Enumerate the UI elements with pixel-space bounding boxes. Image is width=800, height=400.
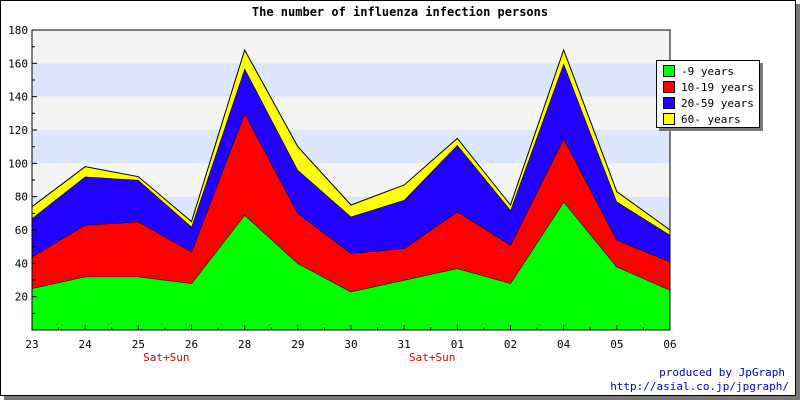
legend-item: 20-59 years: [663, 95, 759, 111]
credit-line-1: produced by JpGraph: [659, 366, 785, 379]
legend-item: 60- years: [663, 111, 759, 127]
x-tick-label: 05: [610, 338, 623, 351]
legend: -9 years 10-19 years 20-59 years 60- years: [656, 60, 760, 128]
x-tick-label: 23: [25, 338, 38, 351]
legend-item: 10-19 years: [663, 79, 759, 95]
y-tick-label: 20: [15, 291, 28, 304]
area-series-3: [32, 63, 670, 262]
x-tick-label: 24: [79, 338, 93, 351]
y-tick-label: 140: [8, 91, 28, 104]
legend-swatch: [663, 81, 675, 93]
x-tick-label: 28: [238, 338, 251, 351]
x-tick-label: 30: [344, 338, 357, 351]
y-tick-label: 40: [15, 257, 28, 270]
x-tick-label: 25: [132, 338, 145, 351]
legend-label: 20-59 years: [681, 96, 754, 110]
y-tick-label: 120: [8, 124, 28, 137]
area-series-1: [32, 201, 670, 330]
series-outline-4: [31, 48, 671, 231]
legend-swatch: [663, 97, 675, 109]
x-tick-label: 04: [557, 338, 571, 351]
x-tick-label: 31: [398, 338, 411, 351]
axes: 20 40 60 80 100 120 140 160 180 23 24 25 26 28 29 30 31 0…: [8, 24, 677, 364]
y-tick-label: 160: [8, 57, 28, 70]
weekend-note: Sat+Sun: [143, 351, 189, 364]
x-tick-label: 01: [451, 338, 464, 351]
y-tick-label: 60: [15, 224, 28, 237]
legend-label: 10-19 years: [681, 80, 754, 94]
chart-title: The number of influenza infection person…: [252, 5, 548, 19]
x-tick-label: 29: [291, 338, 304, 351]
credit-line-2: http://asial.co.jp/jpgraph/: [610, 380, 789, 393]
grid-band: [32, 30, 670, 64]
legend-label: -9 years: [681, 64, 734, 78]
weekend-note: Sat+Sun: [409, 351, 455, 364]
x-tick-label: 26: [185, 338, 198, 351]
legend-swatch: [663, 65, 675, 77]
area-layers: [31, 48, 671, 330]
y-tick-label: 100: [8, 157, 28, 170]
area-series-2: [32, 113, 670, 292]
x-tick-label: 06: [663, 338, 676, 351]
legend-item: -9 years: [663, 63, 759, 79]
y-tick-label: 180: [8, 24, 28, 37]
legend-label: 60- years: [681, 112, 741, 126]
x-tick-label: 02: [504, 338, 517, 351]
y-tick-label: 80: [15, 191, 28, 204]
legend-swatch: [663, 113, 675, 125]
